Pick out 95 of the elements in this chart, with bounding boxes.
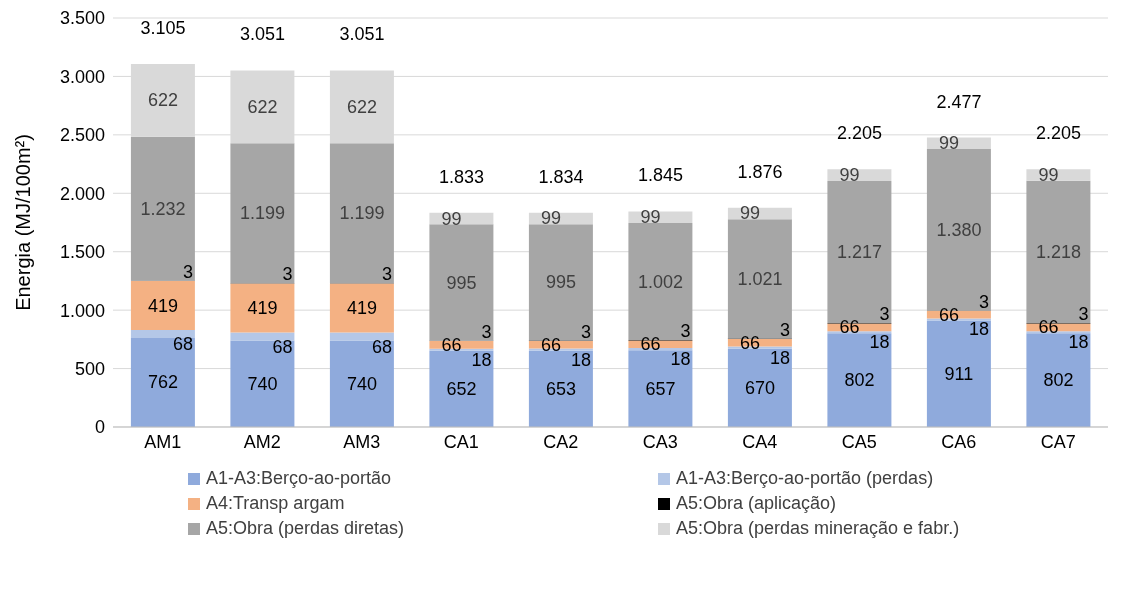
data-label: 419	[147, 295, 178, 316]
x-tick-label: CA6	[941, 431, 977, 452]
y-tick-label: 1.000	[59, 300, 105, 321]
x-tick-label: CA7	[1040, 431, 1076, 452]
data-label: 911	[944, 363, 974, 384]
data-label: 652	[446, 378, 477, 399]
y-tick-label: 3.500	[59, 8, 105, 29]
data-label: 1.217	[836, 242, 882, 263]
x-tick-label: CA4	[742, 431, 778, 452]
y-tick-label: 500	[74, 358, 105, 379]
data-label: 670	[744, 377, 775, 398]
total-label: 2.205	[1035, 123, 1081, 144]
data-label: 1.199	[239, 203, 285, 224]
data-label: 1.199	[339, 203, 385, 224]
data-label: 68	[172, 333, 193, 354]
total-label: 1.845	[637, 165, 683, 186]
data-label: 66	[938, 304, 959, 325]
data-label: 99	[1038, 165, 1059, 185]
data-label: 740	[247, 373, 278, 394]
total-label: 1.876	[737, 161, 783, 182]
data-label: 66	[640, 334, 661, 355]
data-label: 3	[1078, 304, 1089, 325]
y-axis-title: Energia (MJ/100m²)	[12, 134, 35, 311]
data-label: 622	[247, 96, 278, 117]
data-label: 995	[446, 272, 477, 293]
data-label: 3	[580, 321, 591, 342]
data-label: 18	[869, 332, 890, 353]
y-tick-label: 1.500	[59, 242, 105, 263]
data-label: 66	[739, 332, 760, 353]
data-label: 99	[640, 207, 661, 228]
x-tick-label: AM1	[144, 431, 182, 452]
data-label: 740	[346, 373, 377, 394]
total-label: 2.477	[936, 91, 982, 112]
legend-label: A1-A3:Berço-ao-portão (perdas)	[676, 468, 934, 489]
data-label: 18	[968, 319, 989, 340]
data-label: 3	[182, 261, 193, 282]
data-label: 99	[938, 133, 959, 154]
y-tick-label: 2.500	[59, 125, 105, 146]
data-label: 802	[1043, 370, 1074, 391]
data-label: 1.380	[936, 219, 982, 240]
data-label: 18	[471, 349, 492, 370]
total-label: 3.105	[140, 18, 186, 39]
data-label: 3	[282, 264, 293, 285]
data-label: 3	[381, 264, 392, 285]
data-label: 99	[540, 208, 561, 229]
data-label: 1.232	[140, 198, 186, 219]
data-label: 653	[545, 378, 576, 399]
data-label: 18	[769, 347, 790, 368]
legend-label: A5:Obra (aplicação)	[676, 493, 837, 514]
total-label: 1.834	[538, 166, 584, 187]
x-tick-label: CA3	[642, 431, 678, 452]
x-tick-label: CA1	[443, 431, 479, 452]
data-label: 622	[346, 96, 377, 117]
total-label: 3.051	[239, 24, 285, 45]
data-label: 622	[147, 90, 178, 111]
y-tick-label: 2.000	[59, 183, 105, 204]
data-label: 1.021	[737, 268, 783, 289]
data-label: 3	[779, 319, 790, 340]
total-label: 2.205	[836, 123, 882, 144]
data-label: 18	[1068, 332, 1089, 353]
data-label: 68	[371, 336, 392, 357]
data-label: 18	[670, 349, 691, 370]
total-label: 1.833	[438, 166, 484, 187]
x-tick-label: AM2	[243, 431, 281, 452]
data-label: 995	[545, 272, 576, 293]
data-label: 68	[272, 336, 293, 357]
data-label: 3	[879, 304, 890, 325]
data-label: 66	[540, 334, 561, 355]
data-label: 99	[441, 208, 462, 229]
data-label: 66	[1038, 317, 1059, 338]
data-label: 419	[247, 298, 278, 319]
data-label: 66	[441, 334, 462, 355]
y-tick-label: 3.000	[59, 66, 105, 87]
data-label: 18	[570, 349, 591, 370]
data-label: 802	[844, 370, 875, 391]
legend-label: A5:Obra (perdas mineração e fabr.)	[676, 518, 960, 539]
x-tick-label: CA2	[543, 431, 579, 452]
data-label: 99	[739, 203, 760, 224]
data-label: 3	[978, 291, 989, 312]
data-label: 66	[839, 317, 860, 338]
data-label: 3	[680, 321, 691, 342]
legend-label: A4:Transp argam	[206, 493, 345, 514]
data-label: 99	[839, 165, 860, 186]
data-label: 1.218	[1035, 241, 1081, 262]
x-tick-label: CA5	[841, 431, 877, 452]
data-label: 3	[481, 321, 492, 342]
x-tick-label: AM3	[343, 431, 381, 452]
legend-label: A1-A3:Berço-ao-portão	[206, 468, 392, 489]
total-label: 3.051	[339, 24, 385, 45]
y-tick-label: 0	[94, 417, 105, 438]
data-label: 1.002	[637, 271, 683, 292]
data-label: 762	[147, 372, 178, 393]
data-label: 657	[645, 378, 676, 399]
data-label: 419	[346, 298, 377, 319]
legend-label: A5:Obra (perdas diretas)	[206, 518, 405, 539]
